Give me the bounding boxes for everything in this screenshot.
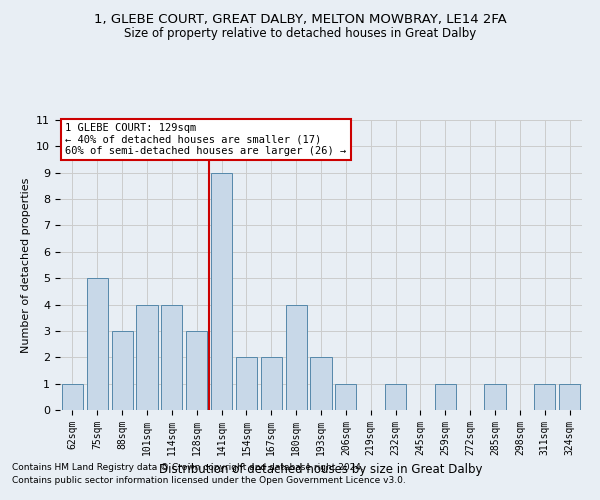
Bar: [534, 384, 555, 410]
Bar: [385, 384, 406, 410]
Bar: [136, 304, 158, 410]
Bar: [559, 384, 580, 410]
Bar: [211, 172, 232, 410]
Bar: [236, 358, 257, 410]
Text: Contains public sector information licensed under the Open Government Licence v3: Contains public sector information licen…: [12, 476, 406, 485]
Text: Contains HM Land Registry data © Crown copyright and database right 2024.: Contains HM Land Registry data © Crown c…: [12, 464, 364, 472]
Bar: [161, 304, 182, 410]
Bar: [112, 331, 133, 410]
Bar: [261, 358, 282, 410]
Text: Size of property relative to detached houses in Great Dalby: Size of property relative to detached ho…: [124, 28, 476, 40]
Bar: [310, 358, 332, 410]
Bar: [286, 304, 307, 410]
Bar: [335, 384, 356, 410]
Bar: [62, 384, 83, 410]
Bar: [186, 331, 207, 410]
Y-axis label: Number of detached properties: Number of detached properties: [21, 178, 31, 352]
X-axis label: Distribution of detached houses by size in Great Dalby: Distribution of detached houses by size …: [159, 464, 483, 476]
Bar: [484, 384, 506, 410]
Text: 1, GLEBE COURT, GREAT DALBY, MELTON MOWBRAY, LE14 2FA: 1, GLEBE COURT, GREAT DALBY, MELTON MOWB…: [94, 12, 506, 26]
Text: 1 GLEBE COURT: 129sqm
← 40% of detached houses are smaller (17)
60% of semi-deta: 1 GLEBE COURT: 129sqm ← 40% of detached …: [65, 123, 346, 156]
Bar: [87, 278, 108, 410]
Bar: [435, 384, 456, 410]
